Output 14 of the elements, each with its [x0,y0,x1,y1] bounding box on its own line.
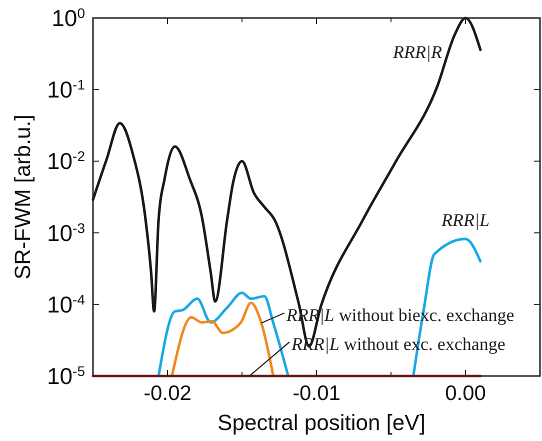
y-axis-title: SR-FWM [arb.u.] [10,114,35,280]
x-tick-label: -0.02 [144,382,192,405]
y-tick-label: 10$^{-4}$ [46,291,86,318]
y-tick-label: 10$^{-1}$ [46,76,86,103]
x-axis-title: Spectral position [eV] [218,410,426,435]
y-tick-label: 10$^{-2}$ [46,148,86,174]
x-tick-label: 0.00 [445,382,486,405]
y-tick-label: 10$^{-3}$ [46,219,86,246]
y-tick-label: 10$^{0}$ [52,4,86,31]
annotation: RRR|R [392,42,442,62]
y-tick-label: 10$^{-5}$ [46,362,86,389]
x-tick-label: -0.01 [292,382,340,405]
line-series [170,302,275,378]
annotation: RRR|L [440,210,490,230]
